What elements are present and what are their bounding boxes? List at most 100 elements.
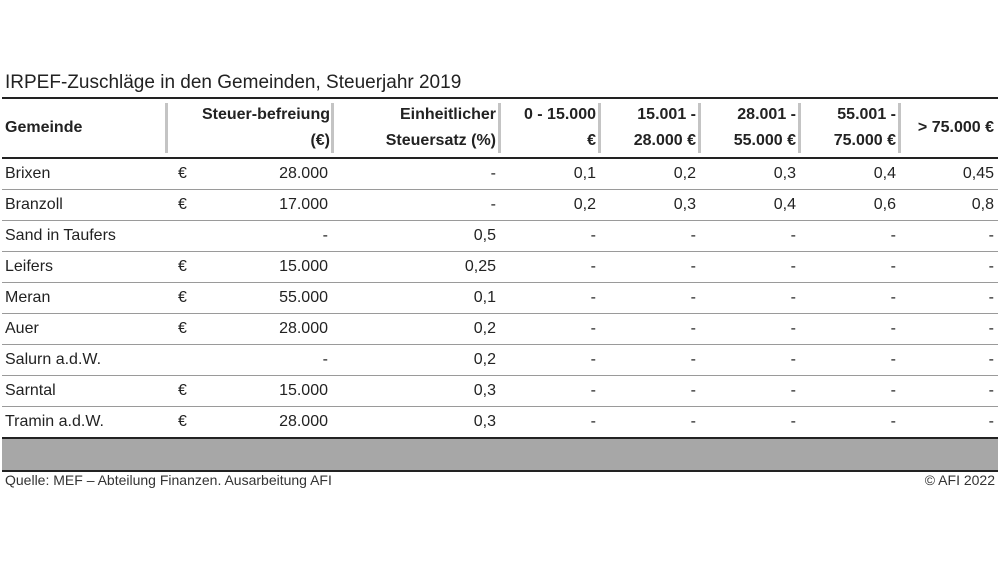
- cell-bracket-5: -: [988, 227, 994, 244]
- cell-einheit: 0,3: [473, 382, 496, 399]
- cell-bracket-3: -: [790, 227, 796, 244]
- cell-bracket-4: -: [890, 382, 896, 399]
- cell-bracket-2: -: [690, 320, 696, 337]
- cell-gemeinde: Brixen: [5, 165, 51, 182]
- cell-befreiung: 28.000: [279, 320, 328, 337]
- header-separator: [331, 103, 334, 153]
- table-row: Sarntal € 15.000 0,3 - - - - -: [2, 376, 998, 407]
- cell-bracket-1: -: [590, 227, 596, 244]
- table-row: Sand in Taufers - 0,5 - - - - -: [2, 221, 998, 252]
- cell-bracket-4: -: [890, 351, 896, 368]
- header-bracket-1-line1: 0 - 15.000: [523, 106, 596, 124]
- tax-table: Gemeinde Steuer-befreiung (€) Einheitlic…: [2, 97, 998, 472]
- copyright-note: © AFI 2022: [924, 472, 995, 488]
- cell-bracket-2: -: [690, 382, 696, 399]
- header-bracket-2: 15.001 - 28.000 €: [602, 99, 696, 157]
- cell-befreiung: -: [322, 227, 328, 244]
- header-bracket-2-line2: 28.000 €: [633, 131, 696, 149]
- cell-bracket-2: -: [690, 258, 696, 275]
- table-header: Gemeinde Steuer-befreiung (€) Einheitlic…: [2, 97, 998, 159]
- cell-befreiung: 28.000: [279, 165, 328, 182]
- header-separator: [898, 103, 901, 153]
- header-bracket-3-line2: 55.000 €: [733, 131, 796, 149]
- table-row: Tramin a.d.W. € 28.000 0,3 - - - - -: [2, 407, 998, 437]
- header-gemeinde: Gemeinde: [5, 99, 165, 157]
- header-befreiung-line1: Steuer-befreiung: [201, 106, 330, 124]
- header-befreiung-line2: (€): [310, 131, 330, 149]
- cell-gemeinde: Tramin a.d.W.: [5, 413, 104, 430]
- cell-gemeinde: Leifers: [5, 258, 54, 275]
- header-befreiung: Steuer-befreiung (€): [168, 99, 330, 157]
- cell-gemeinde: Sarntal: [5, 382, 56, 399]
- cell-bracket-4: -: [890, 289, 896, 306]
- cell-bracket-4: -: [890, 320, 896, 337]
- cell-bracket-5: -: [988, 382, 994, 399]
- cell-einheit: -: [490, 196, 496, 213]
- cell-bracket-4: -: [890, 227, 896, 244]
- cell-bracket-1: -: [590, 258, 596, 275]
- cell-bracket-1: 0,1: [573, 165, 596, 182]
- cell-bracket-1: -: [590, 289, 596, 306]
- header-gemeinde-label: Gemeinde: [5, 119, 83, 136]
- cell-einheit: 0,2: [473, 351, 496, 368]
- cell-bracket-1: 0,2: [573, 196, 596, 213]
- table-row: Brixen € 28.000 - 0,1 0,2 0,3 0,4 0,45: [2, 159, 998, 190]
- cell-gemeinde: Meran: [5, 289, 51, 306]
- table-row: Auer € 28.000 0,2 - - - - -: [2, 314, 998, 345]
- cell-bracket-5: -: [988, 351, 994, 368]
- cell-bracket-3: -: [790, 413, 796, 430]
- cell-befreiung: 17.000: [279, 196, 328, 213]
- cell-currency: €: [178, 413, 187, 430]
- cell-bracket-3: -: [790, 351, 796, 368]
- cell-gemeinde: Salurn a.d.W.: [5, 351, 102, 368]
- header-einheitlicher-steuersatz: Einheitlicher Steuersatz (%): [334, 99, 496, 157]
- cell-bracket-5: -: [988, 289, 994, 306]
- header-separator: [798, 103, 801, 153]
- cell-bracket-1: -: [590, 413, 596, 430]
- cell-bracket-3: 0,4: [773, 196, 796, 213]
- cell-bracket-2: -: [690, 289, 696, 306]
- cell-bracket-5: -: [988, 258, 994, 275]
- cell-bracket-3: -: [790, 382, 796, 399]
- cell-einheit: -: [490, 165, 496, 182]
- cell-bracket-2: -: [690, 351, 696, 368]
- cell-bracket-3: -: [790, 320, 796, 337]
- cell-bracket-1: -: [590, 351, 596, 368]
- header-bracket-4-line1: 55.001 -: [837, 106, 896, 124]
- header-bracket-5-label: > 75.000 €: [917, 119, 994, 136]
- cell-bracket-5: -: [988, 413, 994, 430]
- cell-bracket-5: 0,8: [971, 196, 994, 213]
- cell-einheit: 0,25: [464, 258, 496, 275]
- table-row: Meran € 55.000 0,1 - - - - -: [2, 283, 998, 314]
- cell-currency: €: [178, 382, 187, 399]
- cell-bracket-2: -: [690, 227, 696, 244]
- cell-currency: €: [178, 289, 187, 306]
- cell-gemeinde: Sand in Taufers: [5, 227, 116, 244]
- cell-bracket-4: 0,6: [873, 196, 896, 213]
- header-einheit-line2: Steuersatz (%): [385, 131, 496, 149]
- cell-befreiung: 15.000: [279, 258, 328, 275]
- table-title: IRPEF-Zuschläge in den Gemeinden, Steuer…: [5, 72, 462, 93]
- header-separator: [698, 103, 701, 153]
- cell-bracket-2: 0,2: [673, 165, 696, 182]
- cell-currency: €: [178, 320, 187, 337]
- table-body: Brixen € 28.000 - 0,1 0,2 0,3 0,4 0,45 B…: [2, 159, 998, 437]
- source-note: Quelle: MEF – Abteilung Finanzen. Ausarb…: [5, 472, 332, 488]
- table-row: Branzoll € 17.000 - 0,2 0,3 0,4 0,6 0,8: [2, 190, 998, 221]
- cell-bracket-3: 0,3: [773, 165, 796, 182]
- cell-bracket-5: 0,45: [962, 165, 994, 182]
- cell-currency: €: [178, 258, 187, 275]
- header-bracket-2-line1: 15.001 -: [637, 106, 696, 124]
- header-separator: [165, 103, 168, 153]
- cell-einheit: 0,2: [473, 320, 496, 337]
- cell-befreiung: 55.000: [279, 289, 328, 306]
- cell-einheit: 0,5: [473, 227, 496, 244]
- table-row: Leifers € 15.000 0,25 - - - - -: [2, 252, 998, 283]
- cell-gemeinde: Branzoll: [5, 196, 63, 213]
- cell-einheit: 0,1: [473, 289, 496, 306]
- cell-befreiung: 28.000: [279, 413, 328, 430]
- cell-bracket-3: -: [790, 289, 796, 306]
- cell-bracket-5: -: [988, 320, 994, 337]
- header-bracket-1: 0 - 15.000 €: [502, 99, 596, 157]
- cell-bracket-1: -: [590, 382, 596, 399]
